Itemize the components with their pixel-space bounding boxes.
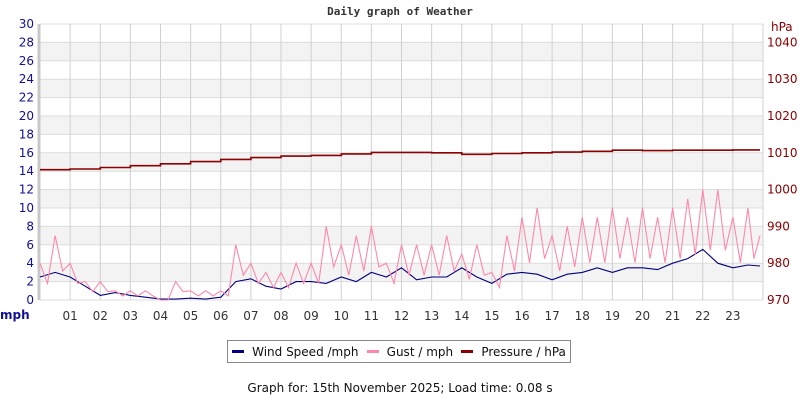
x-tick-label: 11 (364, 309, 379, 323)
left-tick-label: 2 (26, 275, 34, 289)
left-tick-label: 28 (19, 35, 34, 49)
x-tick-label: 10 (334, 309, 349, 323)
right-tick-label: 1000 (767, 183, 798, 197)
right-tick-label: 1040 (767, 35, 798, 49)
left-tick-label: 12 (19, 183, 34, 197)
legend-item-gust: Gust / mph (366, 344, 454, 359)
tick-labels: 01 02 03 04 05 06 07 08 09 10 11 12 13 14 15 16 17 18 19 20… (19, 17, 798, 323)
left-tick-label: 30 (19, 17, 34, 31)
weather-chart: 01 02 03 04 05 06 07 08 09 10 11 12 13 14 15 16 17 18 19 20… (0, 17, 798, 323)
left-tick-label: 10 (19, 201, 34, 215)
left-tick-label: 24 (19, 72, 34, 86)
x-tick-label: 18 (575, 309, 590, 323)
right-axis-label: hPa (771, 20, 793, 34)
series-line-pressure (40, 149, 760, 171)
right-tick-label: 980 (767, 256, 790, 270)
left-tick-label: 18 (19, 127, 34, 141)
legend-item-wind: Wind Speed /mph (232, 345, 358, 359)
x-tick-label: 03 (123, 309, 138, 323)
x-tick-label: 16 (514, 309, 529, 323)
x-tick-label: 20 (635, 309, 650, 323)
footer-text: Graph for: 15th November 2025; Load time… (247, 381, 553, 395)
x-tick-label: 12 (394, 309, 409, 323)
x-tick-label: 21 (665, 309, 680, 323)
x-tick-label: 01 (62, 309, 77, 323)
left-tick-label: 16 (19, 146, 34, 160)
left-tick-label: 14 (19, 164, 34, 178)
x-tick-label: 19 (605, 309, 620, 323)
right-tick-label: 990 (767, 219, 790, 233)
x-tick-label: 06 (213, 309, 228, 323)
x-tick-label: 09 (303, 309, 318, 323)
x-tick-label: 15 (484, 309, 499, 323)
left-tick-label: 26 (19, 54, 34, 68)
left-axis-label: mph (0, 308, 30, 322)
left-tick-label: 0 (26, 293, 34, 307)
legend-label: Pressure / hPa (481, 344, 566, 359)
x-tick-label: 17 (544, 309, 559, 323)
x-tick-label: 13 (424, 309, 439, 323)
legend-swatch (232, 350, 245, 353)
x-tick-label: 04 (153, 309, 168, 323)
left-tick-label: 4 (26, 256, 34, 270)
legend-item-pressure: Pressure / hPa (461, 345, 566, 359)
series-line-wind-speed (39, 248, 761, 300)
series-line-gust (39, 189, 761, 301)
x-tick-label: 07 (243, 309, 258, 323)
chart-title: Daily graph of Weather (327, 5, 473, 18)
x-tick-label: 14 (454, 309, 469, 323)
right-tick-label: 1020 (767, 109, 798, 123)
x-tick-label: 23 (725, 309, 740, 323)
legend: Wind Speed /mph Gust / mph Pressure / hP… (227, 340, 571, 363)
legend-swatch (366, 350, 379, 353)
x-tick-label: 08 (273, 309, 288, 323)
right-tick-label: 1010 (767, 146, 798, 160)
x-tick-label: 22 (695, 309, 710, 323)
left-tick-label: 20 (19, 109, 34, 123)
left-tick-label: 8 (26, 219, 34, 233)
right-tick-label: 1030 (767, 72, 798, 86)
legend-label: Gust / mph (386, 344, 454, 359)
legend-swatch (461, 350, 474, 353)
right-tick-label: 970 (767, 293, 790, 307)
x-tick-label: 02 (93, 309, 108, 323)
left-tick-label: 22 (19, 91, 34, 105)
series-lines (39, 149, 761, 301)
x-tick-label: 05 (183, 309, 198, 323)
left-tick-label: 6 (26, 238, 34, 252)
legend-label: Wind Speed /mph (252, 344, 359, 359)
